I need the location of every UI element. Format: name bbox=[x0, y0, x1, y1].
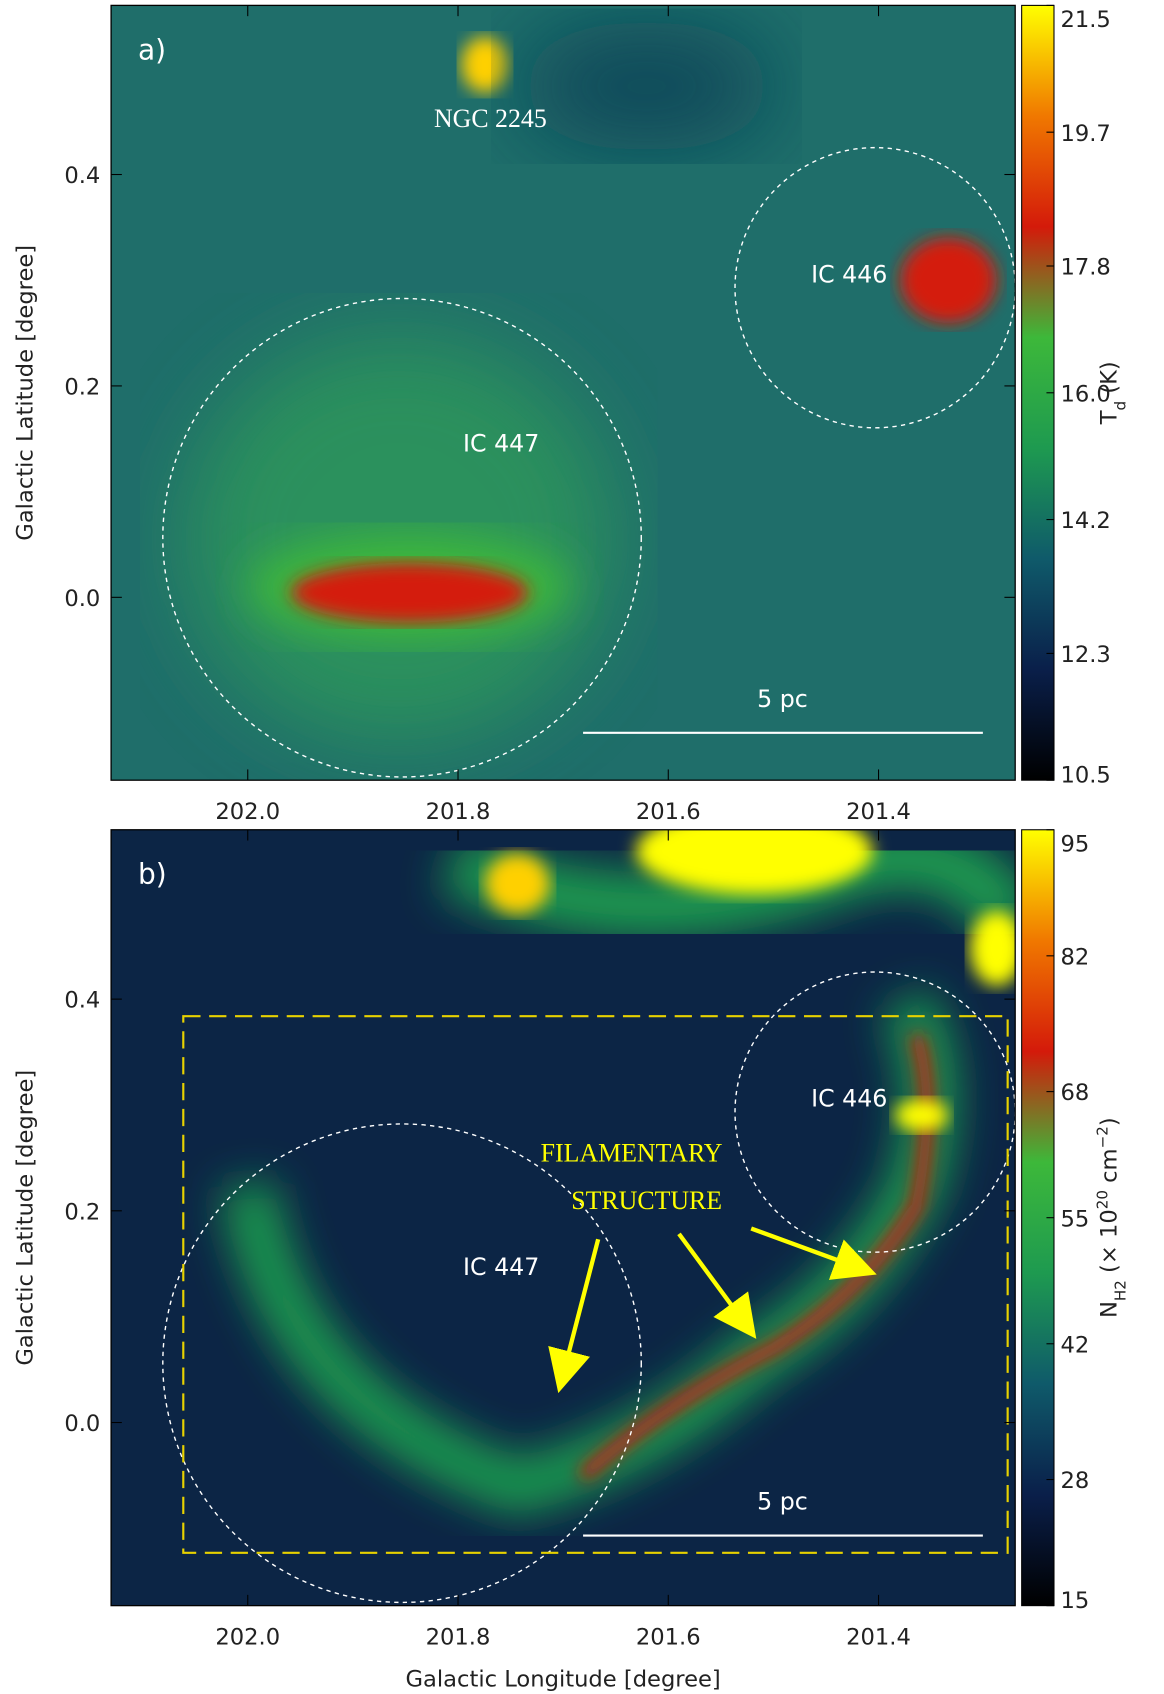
y-tick-label: 0.0 bbox=[64, 586, 100, 612]
colorbar-tick-label: 12.3 bbox=[1060, 642, 1110, 668]
colorbar-tick-label: 55 bbox=[1060, 1206, 1089, 1232]
colorbar-tick-label: 68 bbox=[1060, 1080, 1089, 1106]
y-tick-label: 0.0 bbox=[64, 1411, 100, 1437]
colorbar-tick-label: 95 bbox=[1060, 831, 1089, 857]
colorbar-label-part: 20 bbox=[1093, 1190, 1111, 1209]
annotation: NGC 2245 bbox=[434, 104, 547, 133]
colorbar-tick-label: 19.7 bbox=[1060, 121, 1110, 147]
x-tick-label: 201.8 bbox=[426, 1624, 491, 1650]
panel-label: a) bbox=[138, 33, 166, 66]
colorbar-tick-label: 15 bbox=[1060, 1588, 1089, 1614]
x-tick-label: 201.6 bbox=[636, 799, 701, 825]
colorbar-label: Td (K) bbox=[1096, 361, 1129, 425]
colorbar-tick-label: 17.8 bbox=[1060, 255, 1110, 281]
colorbar-label-part: (K) bbox=[1096, 361, 1122, 401]
x-tick-label: 201.6 bbox=[636, 1624, 701, 1650]
annotation: IC 447 bbox=[463, 1253, 539, 1281]
annotation: STRUCTURE bbox=[571, 1186, 722, 1215]
y-tick-label: 0.4 bbox=[64, 988, 100, 1014]
annotation: IC 446 bbox=[811, 260, 887, 288]
y-tick-label: 0.4 bbox=[64, 163, 100, 189]
figure: 202.0 201.8 201.6 201.4 0.0 0.2 0.4 a) Galactic … bbox=[0, 0, 1164, 1694]
annotation: FILAMENTARY bbox=[541, 1139, 723, 1168]
x-tick-label: 202.0 bbox=[215, 799, 280, 825]
map-image bbox=[111, 5, 1015, 780]
colorbar-tick-label: 42 bbox=[1060, 1332, 1089, 1358]
y-tick-label: 0.2 bbox=[64, 375, 100, 401]
y-axis-label: Galactic Latitude [degree] bbox=[12, 1070, 38, 1366]
annotation: 5 pc bbox=[757, 685, 808, 713]
colorbar-tick-label: 82 bbox=[1060, 944, 1089, 970]
colorbar-label-part: (× 10 bbox=[1096, 1209, 1122, 1280]
panel-label: b) bbox=[138, 858, 167, 891]
x-axis-label: Galactic Longitude [degree] bbox=[406, 1666, 721, 1692]
y-tick-label: 0.2 bbox=[64, 1199, 100, 1225]
colorbar-label-part: T bbox=[1096, 410, 1122, 425]
colorbar-label-part: cm bbox=[1096, 1148, 1122, 1190]
colorbar-label-part: N bbox=[1096, 1301, 1122, 1318]
colorbar-tick-label: 10.5 bbox=[1060, 762, 1110, 788]
x-tick-label: 201.8 bbox=[426, 799, 491, 825]
colorbar-label: NH2 (× 1020 cm−2) bbox=[1093, 1117, 1129, 1318]
colorbar-label-part: −2 bbox=[1093, 1126, 1111, 1148]
annotation: IC 446 bbox=[811, 1085, 887, 1113]
x-tick-label: 201.4 bbox=[846, 799, 911, 825]
annotation: 5 pc bbox=[757, 1488, 808, 1516]
colorbar-label-part: H2 bbox=[1111, 1280, 1129, 1301]
map-image bbox=[111, 808, 1024, 1605]
annotation: IC 447 bbox=[463, 430, 539, 458]
colorbar-tick-label: 21.5 bbox=[1060, 7, 1110, 33]
colorbar-tick-label: 28 bbox=[1060, 1468, 1089, 1494]
colorbar-label-part: d bbox=[1111, 401, 1129, 411]
colorbar-label-part: ) bbox=[1096, 1117, 1122, 1126]
y-axis-label: Galactic Latitude [degree] bbox=[12, 245, 38, 541]
x-tick-label: 202.0 bbox=[215, 1624, 280, 1650]
colorbar-tick-label: 14.2 bbox=[1060, 508, 1110, 534]
x-tick-label: 201.4 bbox=[846, 1624, 911, 1650]
